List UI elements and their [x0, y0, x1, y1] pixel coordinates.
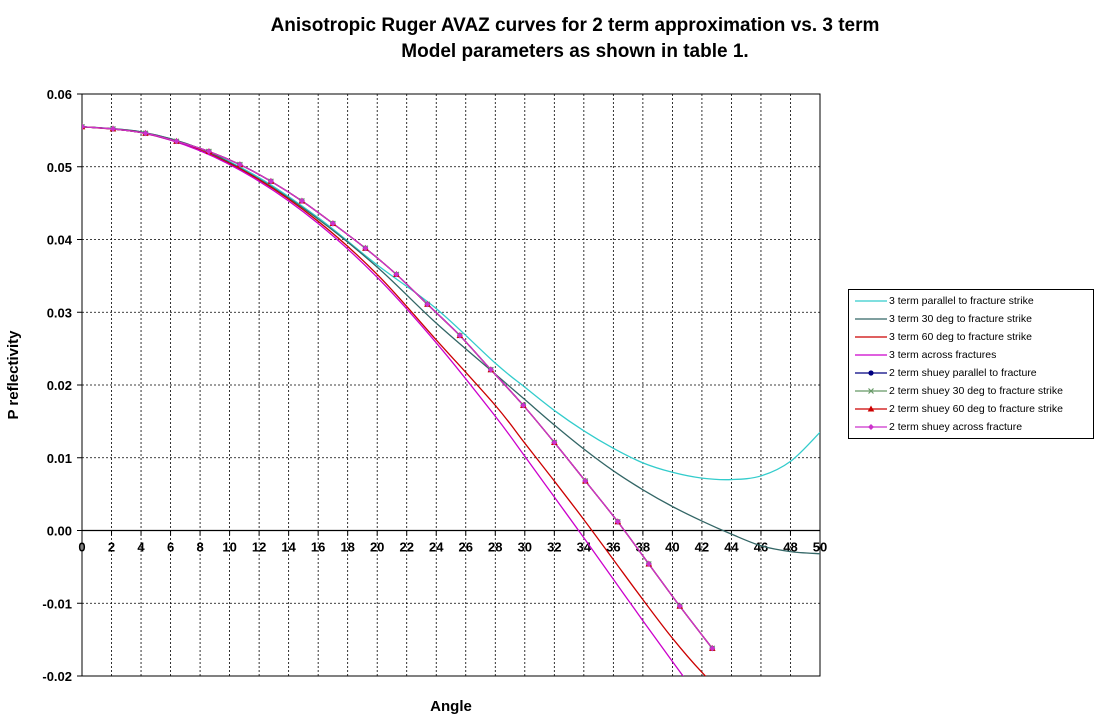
data-point	[82, 123, 85, 130]
x-tick-label: 20	[370, 540, 384, 555]
data-point	[709, 645, 716, 652]
data-point	[173, 138, 180, 145]
x-tick-label: 32	[547, 540, 561, 555]
data-point	[298, 197, 305, 204]
legend-label: 2 term shuey across fracture	[889, 421, 1023, 433]
legend-item: 3 term 60 deg to fracture strike	[849, 328, 1093, 346]
y-tick-label: 0.05	[47, 160, 72, 175]
x-tick-label: 6	[167, 540, 174, 555]
x-tick-label: 12	[252, 540, 266, 555]
x-tick-label: 24	[429, 540, 444, 555]
y-tick-label: -0.01	[42, 596, 72, 611]
data-point	[142, 130, 149, 137]
x-tick-label: 50	[813, 540, 827, 555]
legend-label: 3 term 60 deg to fracture strike	[889, 331, 1032, 343]
legend-label: 2 term shuey 60 deg to fracture strike	[889, 403, 1063, 415]
y-axis-label: P reflectivity	[5, 330, 22, 420]
chart-title-line-1: Anisotropic Ruger AVAZ curves for 2 term…	[270, 15, 880, 36]
legend-label: 3 term 30 deg to fracture strike	[889, 313, 1032, 325]
x-tick-label: 42	[695, 540, 709, 555]
data-point	[676, 603, 683, 610]
legend-swatch	[855, 300, 887, 302]
legend-label: 2 term shuey 30 deg to fracture strike	[889, 385, 1063, 397]
data-point	[362, 245, 369, 252]
x-tick-label: 40	[665, 540, 679, 555]
chart-legend: 3 term parallel to fracture strike 3 term…	[848, 289, 1094, 439]
legend-label: 3 term parallel to fracture strike	[889, 295, 1034, 307]
legend-swatch	[855, 318, 887, 320]
legend-item: 3 term 30 deg to fracture strike	[849, 310, 1093, 328]
data-point	[236, 161, 243, 168]
y-tick-label: 0.00	[47, 524, 72, 539]
data-point	[267, 178, 274, 185]
x-tick-label: 10	[222, 540, 236, 555]
legend-swatch	[855, 405, 887, 412]
data-point	[487, 366, 494, 373]
y-tick-label: -0.02	[42, 669, 72, 684]
series-line-3-term-parallel-to-fracture-strike	[82, 126, 820, 481]
y-tick-label: 0.03	[47, 305, 72, 320]
data-point	[393, 271, 400, 278]
legend-item: 2 term shuey across fracture	[849, 418, 1093, 436]
x-tick-label: 16	[311, 540, 325, 555]
data-point	[645, 560, 652, 567]
x-tick-label: 4	[137, 540, 145, 555]
legend-label: 3 term across fractures	[889, 349, 997, 361]
x-tick-label: 44	[724, 540, 739, 555]
x-tick-label: 30	[518, 540, 532, 555]
x-tick-label: 38	[636, 540, 650, 555]
data-point	[456, 332, 463, 339]
data-point	[614, 518, 621, 525]
chart-title-line-2: Model parameters as shown in table 1.	[401, 41, 749, 62]
x-tick-label: 14	[281, 540, 296, 555]
x-tick-label: 34	[577, 540, 592, 555]
data-point	[551, 439, 558, 446]
y-tick-label: 0.06	[47, 87, 72, 102]
data-point	[329, 220, 336, 227]
series-line-3-term-across-fractures	[82, 126, 684, 676]
x-tick-label: 2	[108, 540, 115, 555]
y-tick-label: 0.04	[47, 233, 73, 248]
legend-item: 3 term across fractures	[849, 346, 1093, 364]
y-tick-label: 0.01	[47, 451, 72, 466]
x-axis-label: Angle	[430, 698, 472, 715]
x-tick-label: 8	[196, 540, 203, 555]
legend-item: 2 term shuey 30 deg to fracture strike	[849, 382, 1093, 400]
x-tick-label: 18	[340, 540, 354, 555]
legend-item: 3 term parallel to fracture strike	[849, 292, 1093, 310]
series-line-3-term-60-deg-to-fracture-strike	[82, 126, 707, 676]
data-point	[424, 301, 431, 308]
x-tick-label: 46	[754, 540, 768, 555]
legend-swatch	[855, 336, 887, 338]
x-tick-label: 22	[399, 540, 413, 555]
legend-label: 2 term shuey parallel to fracture	[889, 367, 1037, 379]
legend-item: 2 term shuey 60 deg to fracture strike	[849, 400, 1093, 418]
data-point	[520, 402, 527, 409]
legend-swatch	[855, 354, 887, 356]
x-tick-label: 26	[459, 540, 473, 555]
data-point	[205, 148, 212, 155]
y-tick-label: 0.02	[47, 378, 72, 393]
x-tick-label: 0	[78, 540, 85, 555]
x-tick-label: 28	[488, 540, 502, 555]
legend-swatch	[855, 424, 887, 430]
legend-swatch	[855, 388, 887, 394]
data-point	[582, 478, 589, 485]
x-tick-label: 36	[606, 540, 620, 555]
series-group	[82, 123, 820, 676]
legend-item: 2 term shuey parallel to fracture	[849, 364, 1093, 382]
legend-swatch	[855, 370, 887, 376]
data-point	[109, 125, 116, 132]
